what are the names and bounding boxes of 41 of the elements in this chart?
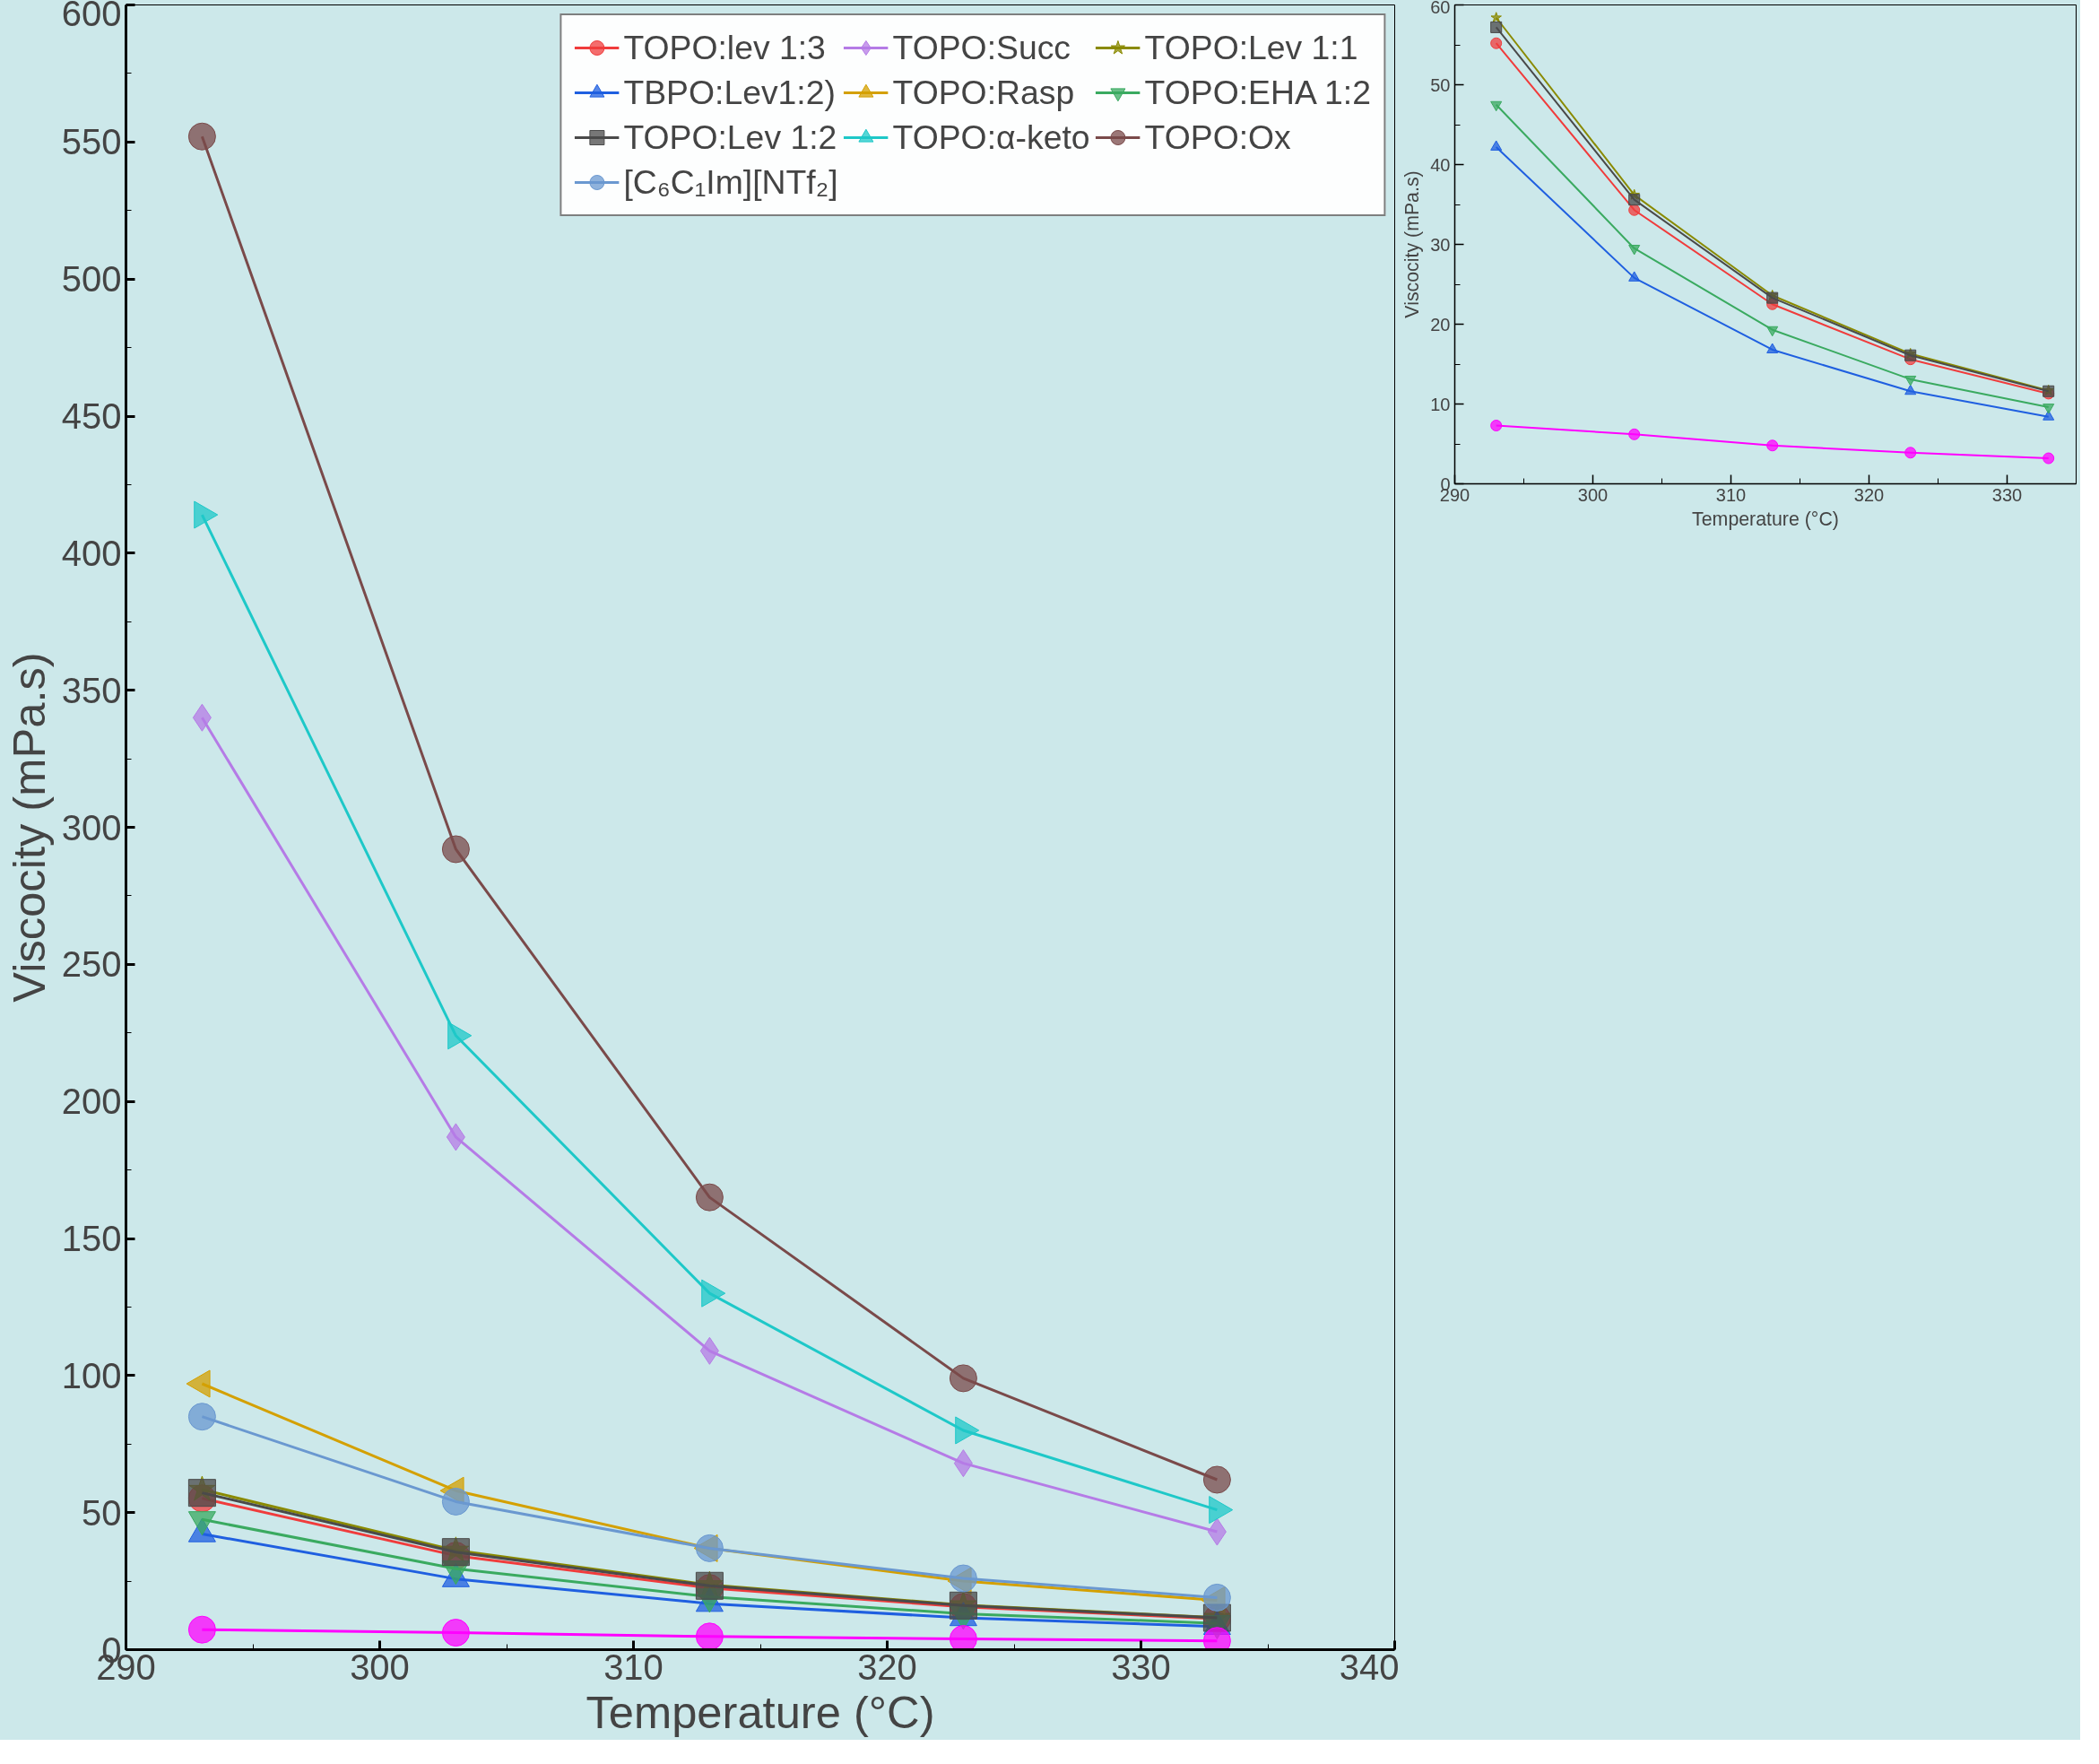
legend-label: TOPO:Rasp	[892, 73, 1075, 112]
x-tick-label: 330	[1991, 484, 2023, 505]
x-tick-label: 330	[1111, 1647, 1171, 1687]
legend-label: TBPO:Lev1:2)	[623, 73, 836, 112]
y-tick-label: 50	[1430, 74, 1451, 95]
y-tick-label: 400	[61, 533, 122, 573]
legend-label: TOPO:Succ	[892, 28, 1071, 67]
y-tick-label: 250	[61, 944, 122, 985]
x-tick-label: 300	[350, 1647, 410, 1687]
legend-label: TOPO:EHA 1:2	[1144, 73, 1371, 112]
legend-label: TOPO:Lev 1:1	[1144, 28, 1358, 67]
y-axis-title: Viscocity (mPa.s)	[1401, 170, 1424, 318]
x-tick-label: 320	[1853, 484, 1885, 505]
y-tick-label: 10	[1430, 394, 1451, 414]
legend-label: TOPO:α-keto	[892, 117, 1090, 157]
x-axis-title: Temperature (°C)	[585, 1686, 935, 1738]
x-axis-title: Temperature (°C)	[1692, 508, 1839, 530]
y-tick-label: 50	[82, 1492, 122, 1533]
y-tick-label: 40	[1430, 154, 1451, 175]
y-tick-label: 550	[61, 122, 122, 162]
y-tick-label: 20	[1430, 314, 1451, 335]
y-tick-label: 450	[61, 396, 122, 436]
y-tick-label: 150	[61, 1219, 122, 1258]
legend-label: TOPO:Lev 1:2	[623, 117, 837, 157]
y-tick-label: 60	[1430, 0, 1451, 17]
x-tick-label: 320	[857, 1647, 917, 1687]
y-axis-title: Viscocity (mPa.s)	[3, 652, 55, 1003]
x-tick-label: 300	[1577, 484, 1609, 505]
y-tick-label: 200	[61, 1082, 122, 1122]
y-tick-label: 500	[61, 259, 122, 300]
x-tick-label: 310	[1715, 484, 1747, 505]
legend-label: TOPO:Ox	[1144, 117, 1291, 157]
y-tick-label: 30	[1430, 234, 1451, 255]
legend-label: [C₆C₁Im][NTf₂]	[623, 162, 838, 202]
y-tick-label: 300	[61, 807, 122, 847]
legend-label: TOPO:lev 1:3	[623, 28, 826, 67]
y-tick-label: 100	[61, 1355, 122, 1395]
x-tick-label: 310	[603, 1647, 664, 1687]
x-tick-label: 340	[1339, 1647, 1400, 1687]
y-tick-label: 600	[61, 0, 122, 33]
y-tick-label: 350	[61, 670, 122, 710]
